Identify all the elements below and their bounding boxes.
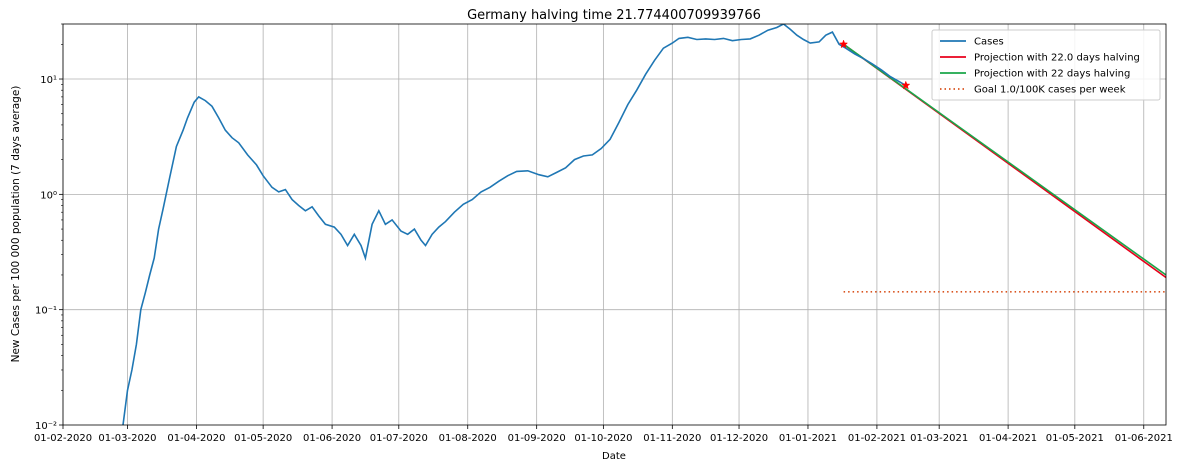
x-tick-label: 01-12-2020 [710, 433, 768, 444]
series-line-cases [122, 24, 907, 425]
y-tick-label: 10⁻¹ [35, 306, 57, 317]
x-tick-label: 01-03-2021 [910, 433, 968, 444]
x-tick-label: 01-06-2021 [1115, 433, 1173, 444]
star-marker [838, 39, 849, 49]
series-line-projection-with-22-days-halving [843, 43, 1166, 276]
legend-label: Goal 1.0/100K cases per week [974, 85, 1126, 96]
legend-box [931, 29, 1161, 101]
x-tick-label: 01-07-2020 [370, 433, 428, 444]
x-tick-layer: 01-02-2020 01-03-2020 01-04-2020 01-05-2020… [34, 425, 1173, 444]
x-tick-label: 01-08-2020 [439, 433, 497, 444]
x-tick-label: 01-03-2020 [98, 433, 156, 444]
x-tick-label: 01-02-2021 [848, 433, 906, 444]
plot-frame [62, 23, 1167, 426]
x-tick-label: 01-04-2020 [167, 433, 225, 444]
x-tick-label: 01-04-2021 [979, 433, 1037, 444]
series-layer [122, 24, 1166, 425]
y-tick-label: 10⁻² [35, 421, 57, 432]
x-tick-label: 01-10-2020 [574, 433, 632, 444]
y-tick-label: 10¹ [40, 75, 57, 86]
legend: Cases Projection with 22.0 days halving Pr… [931, 29, 1161, 101]
y-tick-label: 10⁰ [40, 190, 57, 201]
x-tick-label: 01-05-2020 [234, 433, 292, 444]
x-tick-label: 01-05-2021 [1046, 433, 1104, 444]
legend-label: Projection with 22 days halving [974, 69, 1130, 80]
y-tick-layer: 10⁻² 10⁻¹ 10⁰ 10¹ [35, 23, 63, 432]
x-tick-label: 01-11-2020 [643, 433, 701, 444]
y-axis-label: New Cases per 100 000 population (7 days… [10, 86, 22, 363]
legend-label: Projection with 22.0 days halving [974, 53, 1140, 64]
chart-title: Germany halving time 21.774400709939766 [467, 8, 761, 23]
x-tick-label: 01-01-2021 [779, 433, 837, 444]
x-tick-label: 01-09-2020 [508, 433, 566, 444]
grid-layer [62, 24, 1166, 425]
x-tick-label: 01-06-2020 [303, 433, 361, 444]
x-axis-label: Date [602, 451, 626, 462]
x-tick-label: 01-02-2020 [34, 433, 92, 444]
legend-label: Cases [974, 37, 1004, 48]
star-marker [901, 80, 911, 90]
